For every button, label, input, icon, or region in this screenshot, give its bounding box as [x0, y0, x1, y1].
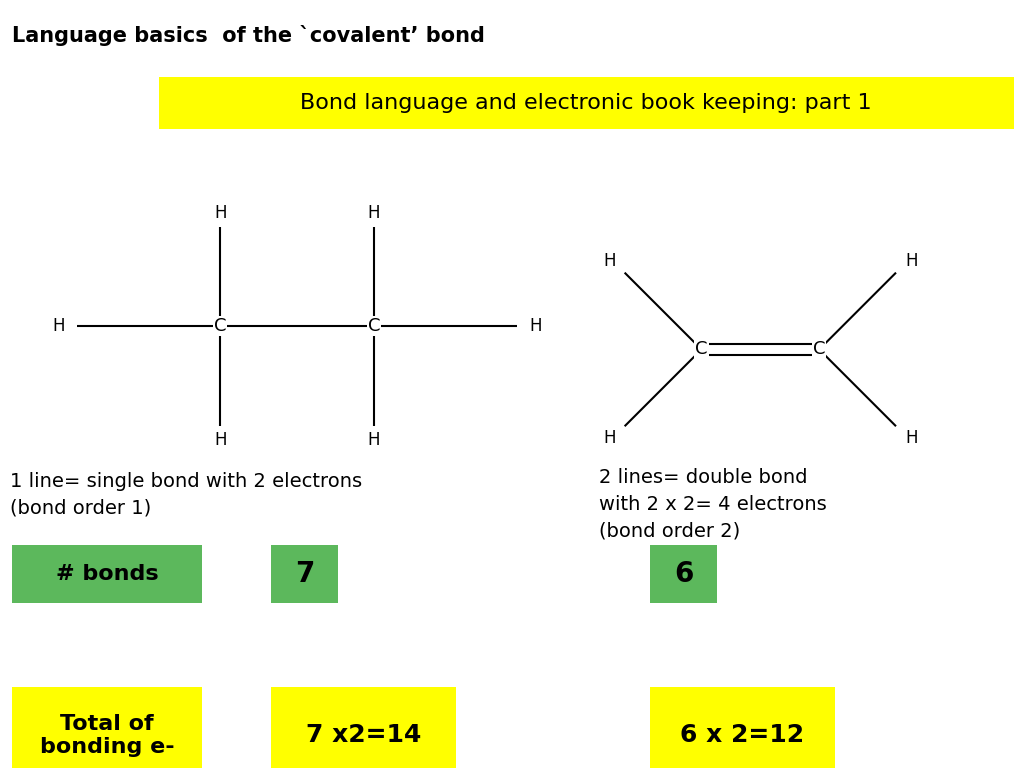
- FancyBboxPatch shape: [159, 77, 1014, 129]
- Text: Total of
bonding e-: Total of bonding e-: [40, 713, 174, 757]
- Text: 7 x2=14: 7 x2=14: [306, 723, 421, 747]
- Text: # bonds: # bonds: [55, 564, 159, 584]
- Text: 7: 7: [295, 560, 314, 588]
- Text: H: H: [905, 252, 918, 270]
- Text: C: C: [214, 317, 226, 336]
- FancyBboxPatch shape: [12, 687, 202, 768]
- Text: H: H: [603, 252, 615, 270]
- Text: C: C: [368, 317, 380, 336]
- FancyBboxPatch shape: [650, 687, 835, 768]
- Text: H: H: [905, 429, 918, 447]
- Text: H: H: [214, 204, 226, 222]
- Text: C: C: [695, 340, 708, 359]
- Text: H: H: [368, 431, 380, 449]
- Text: C: C: [813, 340, 825, 359]
- Text: H: H: [529, 317, 542, 336]
- Text: H: H: [603, 429, 615, 447]
- Text: 6: 6: [674, 560, 693, 588]
- Text: 2 lines= double bond
with 2 x 2= 4 electrons
(bond order 2): 2 lines= double bond with 2 x 2= 4 elect…: [599, 468, 826, 541]
- FancyBboxPatch shape: [650, 545, 717, 603]
- Text: 6 x 2=12: 6 x 2=12: [680, 723, 805, 747]
- FancyBboxPatch shape: [271, 545, 338, 603]
- Text: H: H: [52, 317, 65, 336]
- Text: 1 line= single bond with 2 electrons
(bond order 1): 1 line= single bond with 2 electrons (bo…: [10, 472, 362, 518]
- Text: Language basics  of the `covalent’ bond: Language basics of the `covalent’ bond: [12, 25, 485, 45]
- FancyBboxPatch shape: [12, 545, 202, 603]
- Text: Bond language and electronic book keeping: part 1: Bond language and electronic book keepin…: [300, 93, 872, 113]
- Text: H: H: [368, 204, 380, 222]
- FancyBboxPatch shape: [271, 687, 456, 768]
- Text: H: H: [214, 431, 226, 449]
